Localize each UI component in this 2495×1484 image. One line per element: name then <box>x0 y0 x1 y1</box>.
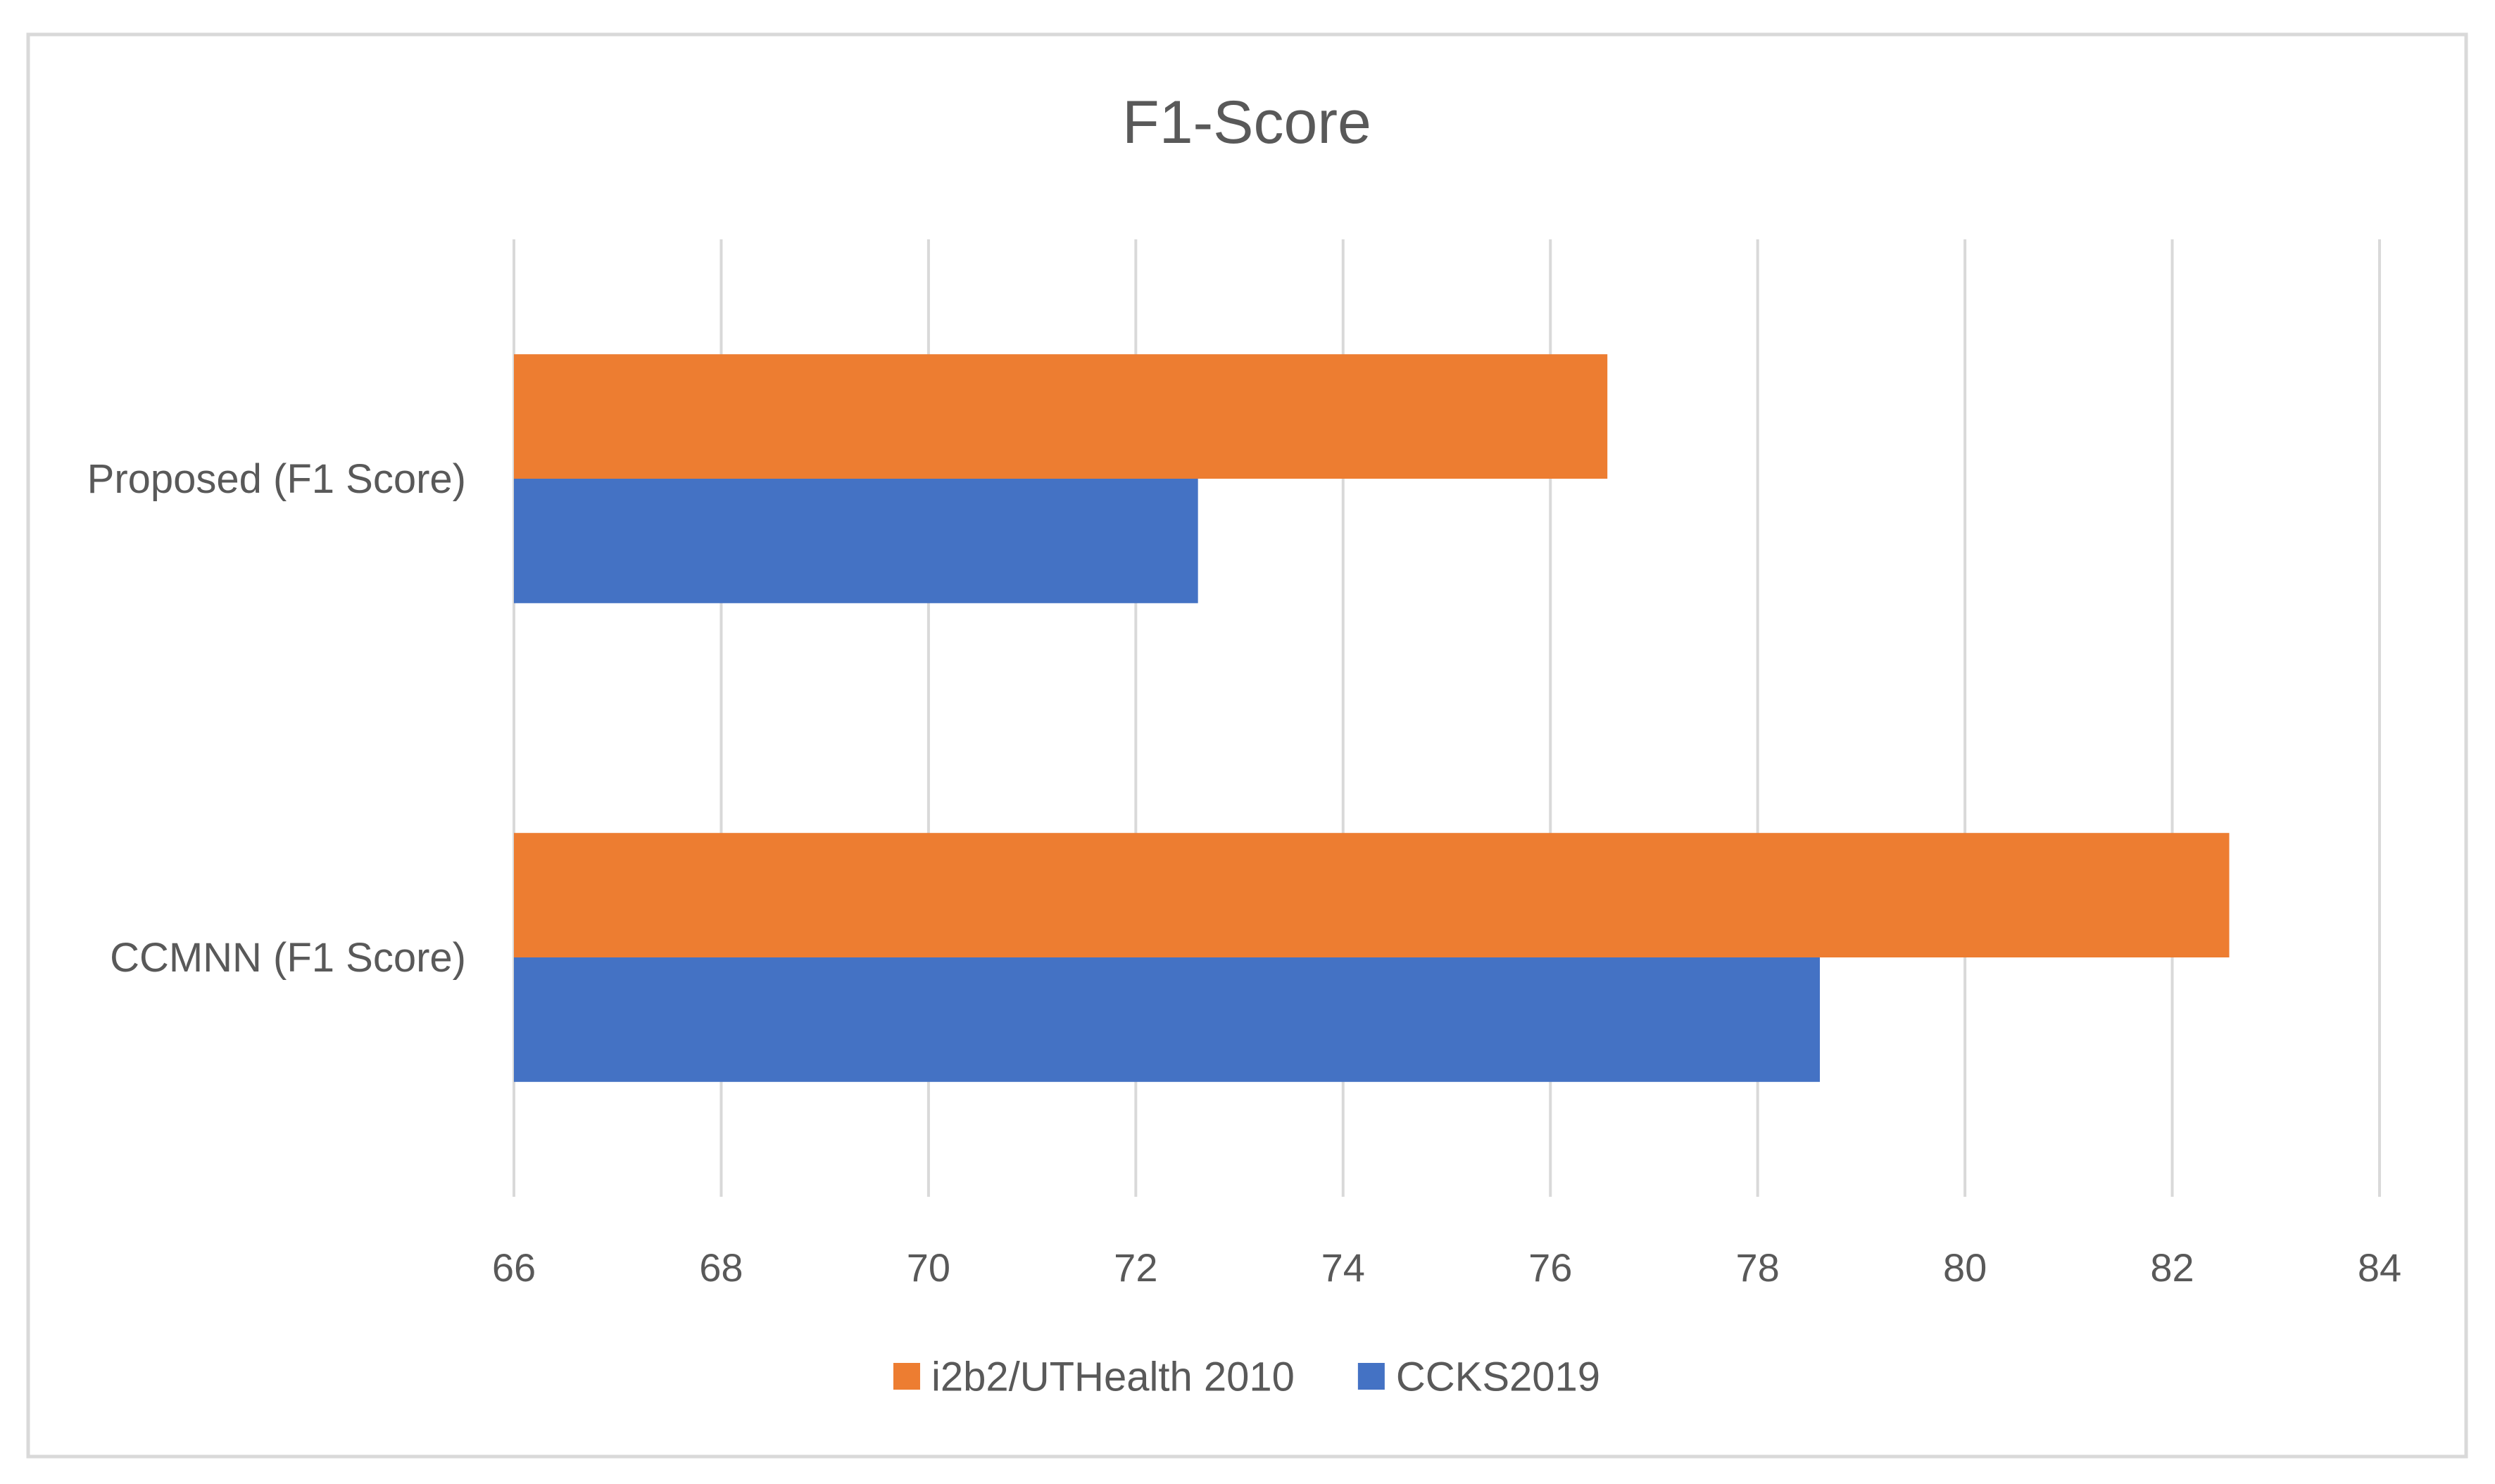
legend-swatch <box>1357 1363 1385 1390</box>
x-tick-label: 70 <box>907 1245 950 1290</box>
chart-border <box>26 32 2468 1459</box>
x-tick-label: 84 <box>2358 1245 2401 1290</box>
x-tick-label: 68 <box>699 1245 743 1290</box>
bars <box>514 354 2230 1082</box>
x-tick-label: 74 <box>1321 1245 1365 1290</box>
x-tick-label: 82 <box>2150 1245 2194 1290</box>
bar[interactable] <box>514 479 1198 603</box>
legend-label: i2b2/UTHealth 2010 <box>931 1354 1295 1400</box>
bar[interactable] <box>514 354 1608 479</box>
x-tick-label: 76 <box>1528 1245 1572 1290</box>
bar[interactable] <box>514 833 2230 957</box>
x-tick-label: 80 <box>1943 1245 1987 1290</box>
x-tick-label: 72 <box>1114 1245 1157 1290</box>
y-category-label: Proposed (F1 Score) <box>87 456 466 502</box>
y-category-label: CCMNN (F1 Score) <box>110 935 466 981</box>
y-axis-labels: Proposed (F1 Score) CCMNN (F1 Score) <box>87 456 466 981</box>
legend[interactable]: i2b2/UTHealth 2010 CCKS2019 <box>893 1354 1600 1400</box>
legend-item[interactable]: i2b2/UTHealth 2010 <box>893 1354 1295 1400</box>
x-axis-ticks: 66 68 70 72 74 76 78 80 82 84 <box>492 1245 2401 1290</box>
bar[interactable] <box>514 957 1820 1082</box>
x-tick-label: 66 <box>492 1245 536 1290</box>
legend-item[interactable]: CCKS2019 <box>1357 1354 1600 1400</box>
legend-swatch <box>893 1363 920 1390</box>
legend-label: CCKS2019 <box>1396 1354 1600 1400</box>
chart-title: F1-Score <box>1122 89 1371 156</box>
x-tick-label: 78 <box>1736 1245 1780 1290</box>
